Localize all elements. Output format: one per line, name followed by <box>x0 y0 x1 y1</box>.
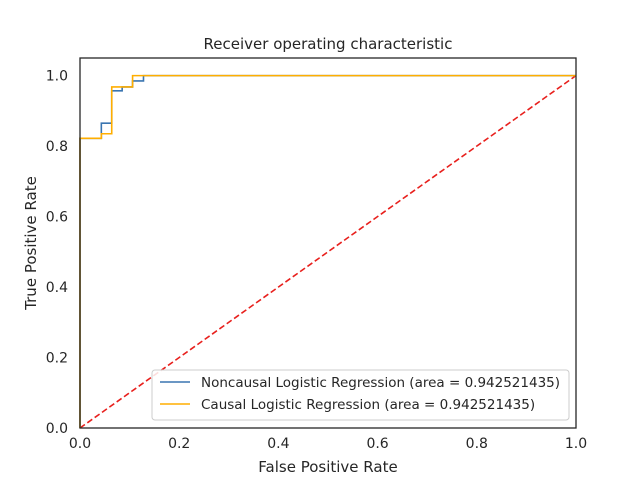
y-tick-label: 0.2 <box>46 351 68 367</box>
legend-label-causal: Causal Logistic Regression (area = 0.942… <box>201 397 535 413</box>
x-tick-label: 1.0 <box>565 436 587 452</box>
series-line-causal <box>79 74 576 428</box>
plot-frame <box>79 57 577 429</box>
y-tick-label: 0.4 <box>46 280 68 296</box>
x-tick-label: 0.8 <box>466 436 488 452</box>
legend-box <box>151 369 570 421</box>
y-tick-label: 0.0 <box>46 421 68 437</box>
x-tick-label: 0.4 <box>267 436 289 452</box>
plot-area <box>79 74 577 429</box>
legend-label-noncausal: Noncausal Logistic Regression (area = 0.… <box>201 375 560 391</box>
x-tick-label: 0.6 <box>366 436 388 452</box>
axis-ticks: 0.0 0.2 0.4 0.6 0.8 1.0 0.0 0.2 0.4 0.6 0.8 1.0 <box>46 69 587 452</box>
x-tick-label: 0.2 <box>168 436 190 452</box>
y-tick-label: 0.6 <box>46 210 68 226</box>
y-tick-label: 1.0 <box>46 69 68 85</box>
legend: Noncausal Logistic Regression (area = 0.… <box>151 369 570 421</box>
y-axis-label: True Positive Rate <box>22 176 40 311</box>
series-line-chance-diagonal <box>79 74 577 429</box>
x-tick-label: 0.0 <box>69 436 91 452</box>
x-axis-label: False Positive Rate <box>258 458 397 476</box>
chart-title: Receiver operating characteristic <box>204 35 453 53</box>
y-tick-label: 0.8 <box>46 139 68 155</box>
